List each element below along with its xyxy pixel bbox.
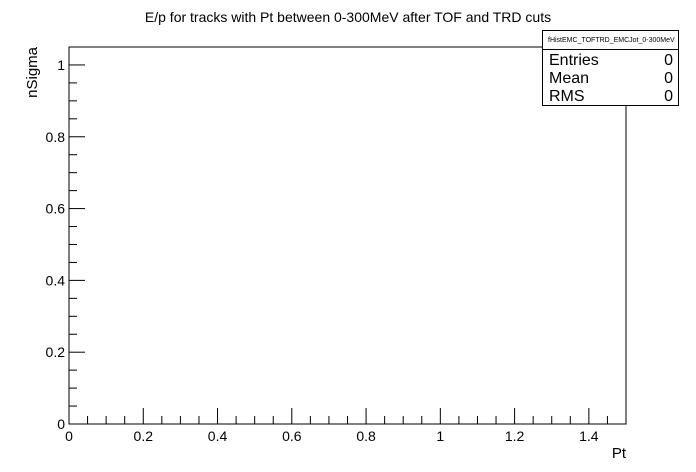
x-tick-label: 0.6 xyxy=(282,428,302,444)
stats-mean-value: 0 xyxy=(664,70,673,87)
y-axis-label: nSigma xyxy=(24,46,41,98)
chart-title: E/p for tracks with Pt between 0-300MeV … xyxy=(145,9,551,25)
x-axis-label: Pt xyxy=(612,445,627,462)
x-tick-label: 0.8 xyxy=(356,428,376,444)
x-tick-label: 1.2 xyxy=(505,428,525,444)
stats-entries-value: 0 xyxy=(664,52,673,69)
y-tick-label: 0 xyxy=(57,416,65,432)
stats-entries-label: Entries xyxy=(549,52,599,69)
stats-row-entries: Entries 0 xyxy=(549,51,673,70)
stats-rms-label: RMS xyxy=(549,88,585,105)
stats-histogram-name: fHistEMC_TOFTRD_EMCJot_0-300MeV xyxy=(543,31,678,50)
y-tick-label: 0.8 xyxy=(46,129,66,145)
stats-box: fHistEMC_TOFTRD_EMCJot_0-300MeV Entries … xyxy=(542,30,679,106)
stats-row-mean: Mean 0 xyxy=(549,69,673,88)
y-tick-label: 0.6 xyxy=(46,201,66,217)
y-tick-label: 0.2 xyxy=(46,344,66,360)
x-tick-label: 1.4 xyxy=(579,428,599,444)
y-axis: 0 0.2 0.4 0.6 0.8 1 xyxy=(46,46,85,432)
x-tick-label: 0.2 xyxy=(134,428,154,444)
y-tick-label: 1 xyxy=(57,57,65,73)
x-axis: 0 0.2 0.4 0.6 0.8 1 1.2 1.4 xyxy=(65,408,627,444)
y-tick-label: 0.4 xyxy=(46,272,66,288)
stats-rms-value: 0 xyxy=(664,88,673,105)
stats-mean-label: Mean xyxy=(549,70,590,87)
x-tick-label: 0 xyxy=(65,428,73,444)
stats-row-rms: RMS 0 xyxy=(549,87,673,106)
x-tick-label: 0.4 xyxy=(208,428,228,444)
x-tick-label: 1 xyxy=(436,428,444,444)
